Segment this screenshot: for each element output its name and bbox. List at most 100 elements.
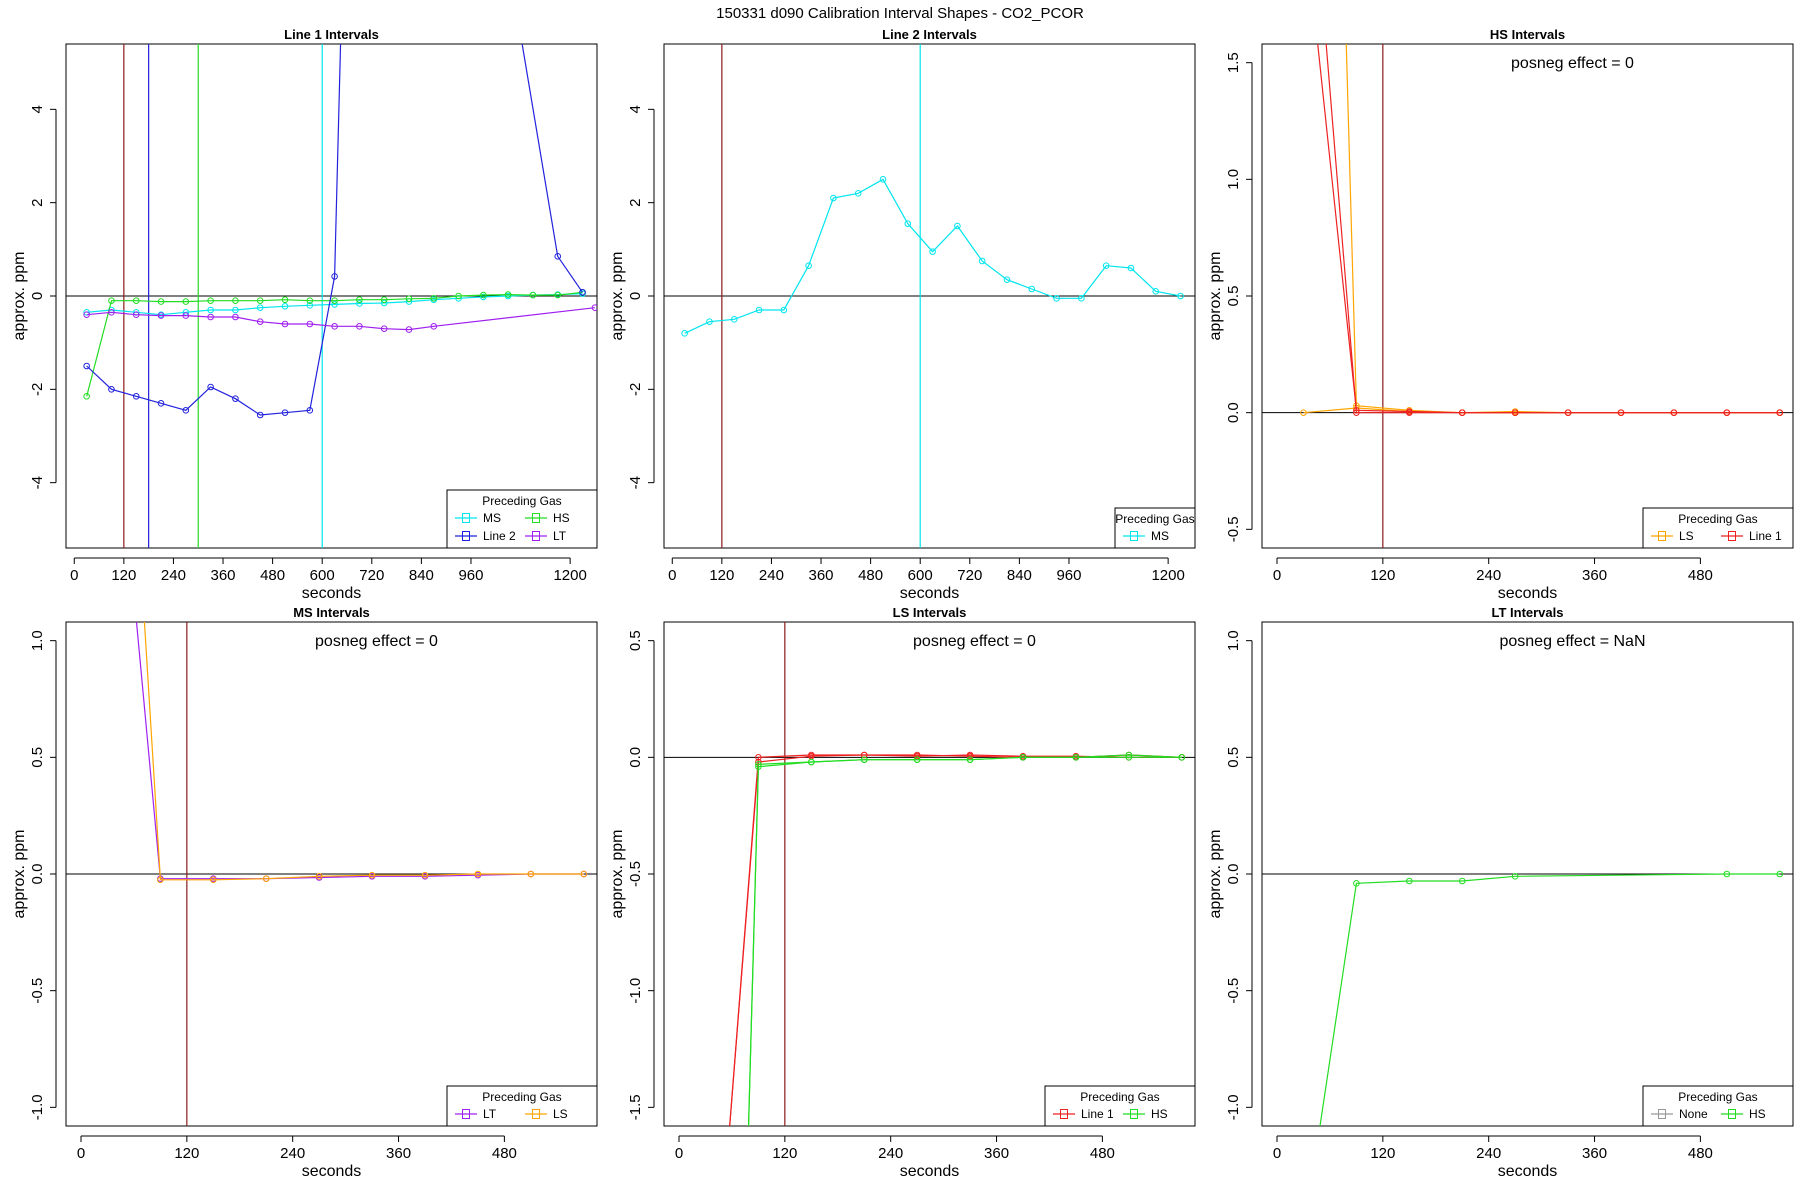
data-point <box>140 591 146 597</box>
data-point <box>421 871 429 879</box>
legend: Preceding Gas None HS <box>1642 1085 1794 1127</box>
data-point <box>1776 409 1784 416</box>
legend-title: Preceding Gas <box>482 494 561 508</box>
x-tick-label: 360 <box>211 567 236 584</box>
series-line <box>143 622 584 881</box>
data-point <box>978 257 986 265</box>
legend-entry-label: MS <box>483 511 501 525</box>
legend: Preceding Gas MS HS Line 2 LT <box>446 489 598 549</box>
data-point <box>860 756 868 763</box>
legend: Preceding Gas MS <box>1114 507 1196 549</box>
plot-frame <box>1261 43 1794 549</box>
data-point <box>1511 873 1519 880</box>
legend-swatch-marker <box>462 1109 470 1119</box>
data-point <box>368 871 376 879</box>
legend-swatch-marker <box>1130 1109 1138 1119</box>
data-point <box>474 870 482 878</box>
legend-box <box>1044 1085 1196 1127</box>
data-point <box>256 297 264 304</box>
data-point <box>182 407 190 414</box>
y-tick-label: -4 <box>29 476 46 489</box>
plot-area <box>66 591 597 1126</box>
data-point <box>108 386 115 393</box>
data-point <box>306 407 314 414</box>
data-point <box>1353 409 1360 416</box>
x-tick-label: 480 <box>1688 1145 1713 1162</box>
y-tick-label: -1.0 <box>29 1094 46 1120</box>
data-point <box>232 395 239 402</box>
posneg-annotation: posneg effect = 0 <box>315 633 438 650</box>
y-axis-label: approx. ppm <box>11 252 28 341</box>
data-point <box>315 873 323 880</box>
y-tick-label: -0.5 <box>29 978 46 1004</box>
data-point <box>232 306 239 314</box>
x-tick-label: 960 <box>458 567 483 584</box>
data-point <box>207 297 214 304</box>
data-point <box>755 754 762 761</box>
data-point <box>913 752 921 760</box>
chart-title: Line 2 Intervals <box>882 27 977 42</box>
data-point <box>725 1151 731 1157</box>
x-tick-label: 120 <box>772 1145 797 1162</box>
y-tick-label: -1.0 <box>1225 1094 1242 1120</box>
x-tick-label: 240 <box>280 1145 305 1162</box>
legend-entry-label: LS <box>553 1107 568 1121</box>
chart-panel: MS Intervals 0 120 240 360 480 seconds -1.0 -0.5… <box>11 591 598 1180</box>
x-tick-label: 1200 <box>1151 567 1184 584</box>
legend-box <box>446 489 598 549</box>
x-tick-label: 0 <box>1273 567 1281 584</box>
x-tick-label: 360 <box>1582 567 1607 584</box>
plot-area <box>664 622 1195 1157</box>
y-tick-label: -0.5 <box>627 861 644 887</box>
data-point <box>1178 754 1186 761</box>
data-point <box>1072 754 1080 761</box>
data-point <box>256 318 264 325</box>
legend-entry-label: LT <box>553 529 567 543</box>
x-tick-label: 360 <box>809 567 834 584</box>
data-point <box>1177 292 1184 300</box>
x-tick-label: 0 <box>668 567 676 584</box>
data-point <box>755 306 763 314</box>
data-point <box>83 393 90 400</box>
data-point <box>681 330 688 337</box>
legend-entry-label: Line 1 <box>1081 1107 1114 1121</box>
data-point <box>405 326 413 333</box>
data-point <box>879 176 887 183</box>
data-point <box>1003 276 1011 283</box>
data-point <box>966 751 974 759</box>
chart-panel: LT Intervals 0 120 240 360 480 seconds -1.0 -0.5… <box>1207 605 1794 1180</box>
data-point <box>527 870 535 878</box>
y-tick-label: 4 <box>29 105 46 113</box>
y-tick-label: 1.5 <box>1225 52 1242 73</box>
x-tick-label: 1200 <box>553 567 586 584</box>
data-point <box>1723 409 1731 416</box>
data-point <box>281 320 289 328</box>
data-point <box>554 253 562 260</box>
legend-swatch-marker <box>532 513 540 523</box>
data-point <box>1723 870 1731 878</box>
data-point <box>356 296 363 304</box>
legend-swatch-marker <box>1728 1109 1736 1119</box>
x-tick-label: 120 <box>709 567 734 584</box>
x-tick-label: 240 <box>1476 1145 1501 1162</box>
x-tick-label: 720 <box>957 567 982 584</box>
legend: Preceding Gas LT LS <box>446 1085 598 1127</box>
x-tick-label: 600 <box>310 567 335 584</box>
y-tick-label: 2 <box>627 198 644 206</box>
data-point <box>1406 877 1413 885</box>
legend-swatch-marker <box>462 531 470 541</box>
chart-title: Line 1 Intervals <box>284 27 379 42</box>
plot-area <box>66 44 597 548</box>
plot-area <box>1262 870 1793 1126</box>
data-point <box>331 301 338 308</box>
y-axis-label: approx. ppm <box>1207 830 1224 919</box>
x-tick-label: 480 <box>858 567 883 584</box>
data-point <box>207 313 214 321</box>
x-axis-label: seconds <box>1498 585 1558 602</box>
data-point <box>1019 754 1027 761</box>
data-point <box>405 295 413 303</box>
data-point <box>591 304 597 311</box>
data-point <box>854 190 862 197</box>
x-tick-label: 840 <box>409 567 434 584</box>
x-tick-label: 360 <box>984 1145 1009 1162</box>
